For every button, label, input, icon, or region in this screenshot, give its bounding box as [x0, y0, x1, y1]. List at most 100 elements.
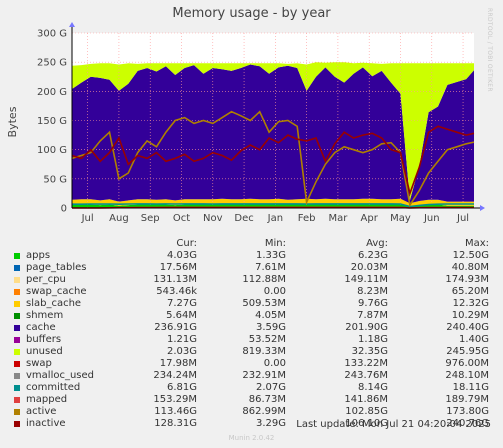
legend-row-slab-cache: slab_cache 7.27G 509.53M 9.76G 12.32G [12, 298, 492, 310]
legend-swatch [14, 409, 20, 415]
legend-cur: 17.56M [159, 262, 197, 273]
legend-max: 240.40G [446, 322, 489, 333]
legend-name: unused [26, 346, 63, 357]
line-active [71, 110, 475, 208]
legend-row-vmalloc-used: vmalloc_used 234.24M 232.91M 243.76M 248.10M [12, 370, 492, 382]
legend-avg: 6.23G [357, 250, 388, 261]
y-tick-labels: 0 50 G 100 G 150 G 200 G 250 G 300 G [37, 29, 67, 215]
rrdtool-watermark: RRDTOOL / TOBI OETIKER [486, 8, 493, 92]
legend-swatch [14, 361, 20, 367]
legend-cur: 2.03G [166, 346, 197, 357]
y-tick-label: 250 G [37, 58, 67, 69]
legend-name: slab_cache [26, 298, 82, 309]
legend-avg: 106.10G [345, 418, 388, 429]
legend-max: 189.79M [445, 394, 489, 405]
legend-min: 1.33G [255, 250, 286, 261]
line-committed [72, 203, 474, 208]
legend-max: 10.29M [451, 310, 489, 321]
legend-row-active: active 113.46G 862.99M 102.85G 173.80G [12, 406, 492, 418]
legend-name: swap_cache [26, 286, 87, 297]
legend-cur: 113.46G [154, 406, 197, 417]
legend-max: 18.11G [452, 382, 489, 393]
x-tick-label: Feb [298, 213, 316, 224]
y-tick-label: 150 G [37, 116, 67, 127]
legend-avg: 7.87M [357, 310, 388, 321]
legend-header-avg: Avg: [366, 238, 388, 249]
legend-avg: 8.14G [357, 382, 388, 393]
legend-min: 3.59G [255, 322, 286, 333]
legend-max: 240.76G [446, 418, 489, 429]
y-tick-label: 300 G [37, 29, 67, 40]
line-inactive [71, 125, 475, 197]
legend-swatch [14, 397, 20, 403]
legend-max: 976.00M [445, 358, 489, 369]
legend-row-swap: swap 17.98M 0.00 133.22M 976.00M [12, 358, 492, 370]
x-tick-label: Jan [267, 213, 283, 224]
legend-cur: 17.98M [159, 358, 197, 369]
legend-header-min: Min: [264, 238, 286, 249]
legend-min: 232.91M [242, 370, 286, 381]
series-lines [71, 110, 475, 209]
legend-name: mapped [26, 394, 68, 405]
y-tick-label: 50 G [43, 174, 67, 185]
legend-max: 173.80G [446, 406, 489, 417]
legend-min: 862.99M [242, 406, 286, 417]
legend-cur: 1.21G [166, 334, 197, 345]
legend-name: swap [26, 358, 52, 369]
legend-max: 174.93M [445, 274, 489, 285]
stacked-areas [72, 62, 474, 208]
legend-name: shmem [26, 310, 64, 321]
legend-min: 509.53M [242, 298, 286, 309]
legend-row-per-cpu: per_cpu 131.13M 112.88M 149.11M 174.93M [12, 274, 492, 286]
legend-swatch [14, 385, 20, 391]
legend-cur: 128.31G [154, 418, 197, 429]
legend-min: 7.61M [255, 262, 286, 273]
legend-row-page-tables: page_tables 17.56M 7.61M 20.03M 40.80M [12, 262, 492, 274]
legend: Cur: Min: Avg: Max: apps 4.03G 1.33G 6.23G 1… [12, 238, 492, 430]
y-axis-arrow [69, 22, 75, 27]
legend-row-apps: apps 4.03G 1.33G 6.23G 12.50G [12, 250, 492, 262]
legend-swatch [14, 265, 20, 271]
chart-title: Memory usage - by year [172, 6, 331, 21]
legend-avg: 141.86M [344, 394, 388, 405]
x-tick-label: Mar [328, 213, 348, 224]
area-cache [72, 64, 474, 204]
legend-avg: 133.22M [344, 358, 388, 369]
legend-cur: 236.91G [154, 322, 197, 333]
legend-name: per_cpu [26, 274, 66, 285]
y-tick-label: 0 [61, 204, 67, 215]
legend-name: vmalloc_used [26, 370, 95, 381]
legend-avg: 149.11M [344, 274, 388, 285]
footer-version: Munin 2.0.42 [228, 434, 275, 442]
legend-row-shmem: shmem 5.64M 4.05M 7.87M 10.29M [12, 310, 492, 322]
legend-min: 0.00 [263, 358, 286, 369]
legend-row-cache: cache 236.91G 3.59G 201.90G 240.40G [12, 322, 492, 334]
x-tick-label: Oct [173, 213, 190, 224]
legend-max: 40.80M [451, 262, 489, 273]
legend-min: 112.88M [242, 274, 286, 285]
legend-row-committed: committed 6.81G 2.07G 8.14G 18.11G [12, 382, 492, 394]
legend-cur: 5.64M [166, 310, 197, 321]
legend-cur: 4.03G [166, 250, 197, 261]
legend-header: Cur: Min: Avg: Max: [12, 238, 492, 250]
legend-name: committed [26, 382, 81, 393]
legend-swatch [14, 373, 20, 379]
legend-swatch [14, 289, 20, 295]
legend-rows: apps 4.03G 1.33G 6.23G 12.50G page_tables 17.5… [12, 250, 492, 430]
legend-avg: 102.85G [345, 406, 388, 417]
area-unused [72, 62, 474, 201]
legend-row-swap-cache: swap_cache 543.46k 0.00 8.23M 65.20M [12, 286, 492, 298]
legend-cur: 6.81G [166, 382, 197, 393]
legend-swatch [14, 313, 20, 319]
legend-avg: 8.23M [357, 286, 388, 297]
legend-min: 53.52M [248, 334, 286, 345]
legend-cur: 234.24M [153, 370, 197, 381]
legend-swatch [14, 277, 20, 283]
legend-swatch [14, 301, 20, 307]
legend-min: 4.05M [255, 310, 286, 321]
legend-avg: 1.18G [357, 334, 388, 345]
y-tick-label: 200 G [37, 87, 67, 98]
legend-avg: 201.90G [345, 322, 388, 333]
legend-name: apps [26, 250, 51, 261]
last-update: Last update: Mon Jul 21 04:20:04 2025 [296, 419, 491, 430]
